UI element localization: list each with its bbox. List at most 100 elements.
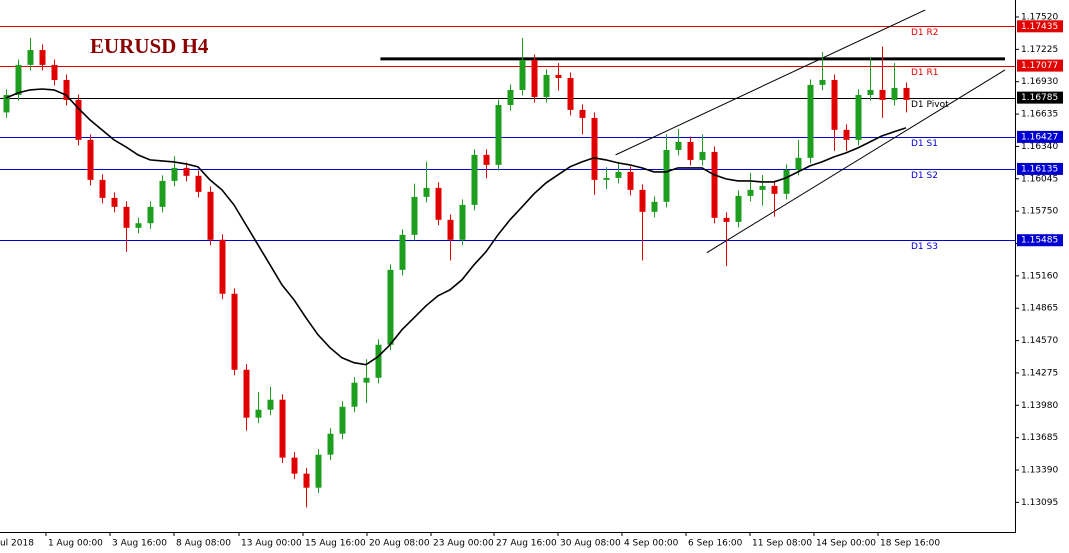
level-price-box	[1017, 91, 1063, 104]
candle-body	[507, 89, 514, 105]
candle-body	[99, 179, 106, 198]
candle-body	[123, 206, 130, 228]
x-tick-label: 15 Aug 16:00	[305, 539, 366, 549]
x-tick-label: 6 Sep 16:00	[688, 539, 743, 549]
candle-body	[195, 175, 202, 192]
level-price-label: 1.16427	[1021, 132, 1058, 142]
candle-body	[819, 79, 826, 85]
trend-line	[706, 69, 1006, 254]
candle-body	[795, 157, 802, 170]
trend-line	[615, 9, 926, 156]
candle-body	[303, 473, 310, 488]
candle-body	[171, 167, 178, 181]
candle	[903, 82, 910, 113]
candle	[387, 264, 394, 351]
candle-body	[243, 369, 250, 418]
candle	[687, 136, 694, 166]
candle	[603, 167, 610, 190]
x-tick-label: 14 Sep 00:00	[816, 539, 876, 549]
candle	[675, 128, 682, 156]
candle-body	[891, 87, 898, 100]
level-price-label: 1.17077	[1021, 61, 1058, 71]
candle	[747, 172, 754, 202]
candle	[723, 212, 730, 266]
candle	[135, 217, 142, 234]
candle-body	[111, 197, 118, 207]
y-tick-label: 1.16930	[1021, 77, 1058, 87]
candle-body	[495, 104, 502, 165]
candle	[879, 46, 886, 118]
candle-body	[459, 204, 466, 240]
x-tick-label: 11 Sep 08:00	[752, 539, 812, 549]
candle	[195, 170, 202, 198]
candle	[255, 392, 262, 424]
candle-body	[315, 454, 322, 488]
candle	[795, 139, 802, 176]
level-label: D1 Pivot	[911, 100, 949, 110]
candle	[855, 89, 862, 146]
y-tick-label: 1.15160	[1021, 271, 1058, 281]
x-tick-label: ul 2018	[0, 539, 34, 549]
candle-body	[519, 60, 526, 90]
candle-body	[807, 84, 814, 158]
y-tick-label: 1.13980	[1021, 401, 1058, 411]
candle-body	[747, 189, 754, 196]
y-tick-label: 1.14275	[1021, 368, 1058, 378]
candle-body	[267, 399, 274, 410]
candle-body	[447, 219, 454, 240]
y-tick-label: 1.17520	[1021, 13, 1058, 23]
candle-body	[375, 344, 382, 378]
candle	[363, 359, 370, 404]
candle	[327, 428, 334, 461]
level-price-box	[1017, 162, 1063, 175]
candle-body	[555, 74, 562, 78]
candle-body	[207, 191, 214, 240]
candle-body	[363, 377, 370, 383]
candle-body	[687, 141, 694, 160]
candle	[807, 79, 814, 164]
candle	[843, 124, 850, 151]
candle	[531, 54, 538, 103]
candle-body	[783, 169, 790, 194]
candle	[231, 288, 238, 376]
level-price-box	[1017, 59, 1063, 72]
candle-body	[75, 99, 82, 140]
x-tick-label: 4 Sep 00:00	[624, 539, 679, 549]
candle	[519, 37, 526, 96]
level-label: D1 R1	[911, 68, 939, 78]
candle-body	[15, 64, 22, 95]
level-label: D1 S2	[911, 171, 938, 181]
candle	[819, 52, 826, 91]
x-tick-label: 27 Aug 16:00	[496, 539, 557, 549]
candle-body	[759, 185, 766, 190]
candle	[555, 63, 562, 91]
candle-body	[543, 74, 550, 97]
candle	[375, 339, 382, 384]
candle-body	[879, 89, 886, 100]
candle-body	[843, 129, 850, 140]
candle-body	[699, 151, 706, 160]
candle-body	[3, 94, 10, 113]
candle-body	[231, 293, 238, 370]
candle	[279, 394, 286, 464]
y-tick-label: 1.13390	[1021, 466, 1058, 476]
candle	[339, 401, 346, 440]
candle	[399, 229, 406, 276]
y-tick-label: 1.16635	[1021, 110, 1058, 120]
candle-body	[51, 64, 58, 80]
y-tick-label: 1.16340	[1021, 142, 1058, 152]
candle	[63, 74, 70, 106]
candle-body	[471, 154, 478, 205]
level-price-label: 1.16785	[1021, 93, 1058, 103]
candle-body	[219, 239, 226, 294]
candle-body	[867, 89, 874, 95]
candle-body	[711, 151, 718, 218]
candle	[411, 183, 418, 241]
candle	[291, 452, 298, 480]
candle	[99, 174, 106, 204]
candle	[579, 104, 586, 135]
candle-body	[435, 187, 442, 220]
level-label: D1 S1	[911, 139, 938, 149]
y-tick-label: 1.15750	[1021, 207, 1058, 217]
candle-body	[411, 196, 418, 235]
